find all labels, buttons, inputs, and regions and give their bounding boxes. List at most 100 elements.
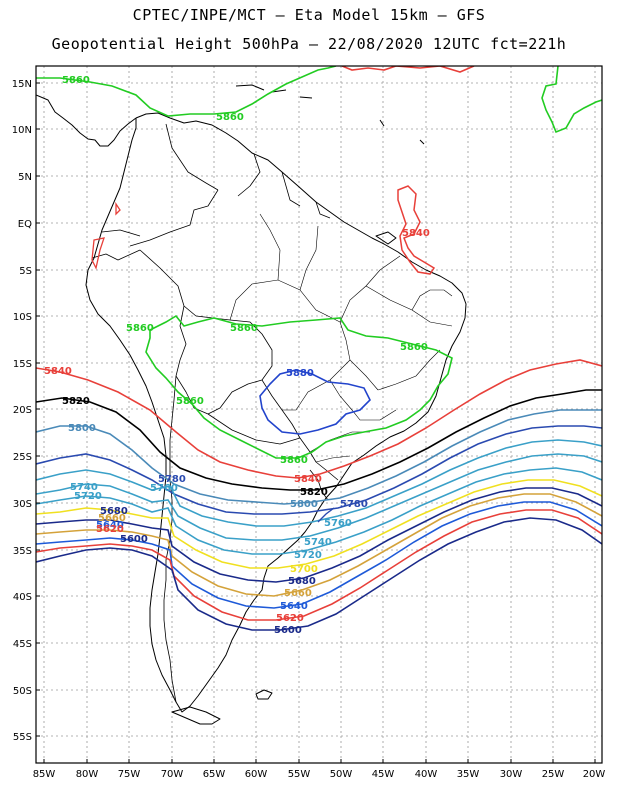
lat-label: EQ	[18, 219, 32, 230]
contour-label: 5860	[126, 323, 154, 334]
contour-label: 5800	[290, 499, 318, 510]
lat-label: 20S	[13, 405, 32, 416]
contour-label: 5780	[340, 499, 368, 510]
lat-label: 5N	[18, 172, 32, 183]
border-paraguay-argentina	[207, 413, 301, 445]
contour-label: 5680	[288, 576, 316, 587]
contour-label: 5600	[274, 625, 302, 636]
contour-5800	[36, 409, 602, 505]
contour-label: 5640	[96, 520, 124, 531]
contour-5840-island	[397, 185, 436, 275]
contour-label: 5740	[304, 537, 332, 548]
lat-label: 15S	[13, 359, 32, 370]
south-america-coast	[85, 112, 467, 713]
contour-label: 5620	[96, 524, 124, 535]
contour-5820	[36, 389, 602, 491]
contour-5840-north	[341, 66, 475, 73]
country-borders	[91, 123, 339, 703]
lon-label: 20W	[583, 769, 606, 780]
contour-label: 5860	[62, 75, 90, 86]
contour-5620	[36, 509, 602, 621]
tierra-del-fuego	[171, 706, 221, 725]
contour-label: 5860	[230, 323, 258, 334]
contour-label: 5620	[276, 613, 304, 624]
border-bolivia-chile-arg	[175, 375, 209, 415]
lat-label: 40S	[13, 592, 32, 603]
border-colombia-venezuela	[165, 123, 219, 191]
contour-label: 5820	[300, 487, 328, 498]
lat-label: 15N	[12, 79, 32, 90]
falklands	[255, 689, 273, 700]
contour-label: 5640	[280, 601, 308, 612]
contour-label: 5700	[290, 564, 318, 575]
lon-label: 45W	[372, 769, 395, 780]
lat-label: 25S	[13, 452, 32, 463]
lat-label: 35S	[13, 546, 32, 557]
map-title-line1: CPTEC/INPE/MCT – Eta Model 15km – GFS	[132, 6, 486, 24]
contour-label: 5860	[176, 396, 204, 407]
border-peru-brazil	[139, 249, 197, 317]
caribbean-islands	[235, 84, 425, 145]
contour-label: 5800	[68, 423, 96, 434]
contour-label: 5660	[98, 513, 126, 524]
border-guianas	[281, 171, 331, 219]
coastline	[36, 84, 467, 725]
lon-label: 35W	[457, 769, 480, 780]
axis-ticks	[36, 82, 596, 763]
contour-label: 5780	[158, 474, 186, 485]
contour-label: 5840	[294, 474, 322, 485]
contour-5660	[36, 493, 602, 597]
contour-label: 5860	[400, 342, 428, 353]
lon-label: 80W	[76, 769, 99, 780]
contour-5780	[36, 425, 602, 515]
contour-5880	[259, 369, 371, 435]
contour-5640	[36, 501, 602, 609]
contour-label: 5720	[294, 550, 322, 561]
contour-label: 5760	[324, 518, 352, 529]
contour-fragment-5780	[317, 507, 335, 523]
lon-label: 70W	[161, 769, 184, 780]
contour-5740	[36, 453, 602, 541]
contour-5680	[36, 487, 602, 583]
lon-label: 40W	[415, 769, 438, 780]
island-marajo	[375, 231, 397, 245]
contour-label: 5860	[216, 112, 244, 123]
contour-label: 5740	[70, 482, 98, 493]
lat-label: 10S	[13, 312, 32, 323]
lon-label: 75W	[118, 769, 141, 780]
border-venezuela-guyana	[237, 153, 261, 197]
central-america-coast	[36, 94, 137, 147]
contour-5860-north	[36, 66, 337, 117]
lat-labels: 15N 10N 5N EQ 5S 10S 15S 20S 25S 30S 35S…	[12, 79, 32, 743]
contour-5600	[36, 517, 602, 631]
lat-label: 30S	[13, 499, 32, 510]
lat-label: 5S	[19, 266, 32, 277]
contour-5720	[36, 467, 602, 555]
lat-label: 10N	[12, 125, 32, 136]
contour-label: 5760	[150, 483, 178, 494]
border-colombia-ecuador	[101, 229, 141, 237]
contour-label: 5720	[74, 491, 102, 502]
lat-label: 50S	[13, 686, 32, 697]
lon-label: 85W	[33, 769, 56, 780]
contour-label: 5660	[284, 588, 312, 599]
contour-label: 5880	[286, 368, 314, 379]
map-title-line2: Geopotential Height 500hPa – 22/08/2020 …	[51, 35, 567, 53]
contour-label: 5860	[280, 455, 308, 466]
contour-5760	[36, 439, 602, 527]
lon-label: 30W	[500, 769, 523, 780]
contour-label: 5840	[402, 228, 430, 239]
lon-label: 25W	[542, 769, 565, 780]
contour-5860-ne	[541, 66, 602, 134]
lat-label: 45S	[13, 639, 32, 650]
contour-5860-tropical	[145, 314, 453, 459]
lon-label: 65W	[203, 769, 226, 780]
border-bolivia-paraguay	[207, 379, 263, 415]
border-peru-bolivia	[175, 305, 187, 377]
contour-label: 5820	[62, 396, 90, 407]
contour-5840-small	[91, 237, 105, 270]
contour-label-layer: 5860 5860 5840 5860 5860 5860 5880 5840 …	[44, 75, 430, 636]
contour-5840	[36, 359, 602, 479]
map-frame	[35, 65, 603, 764]
